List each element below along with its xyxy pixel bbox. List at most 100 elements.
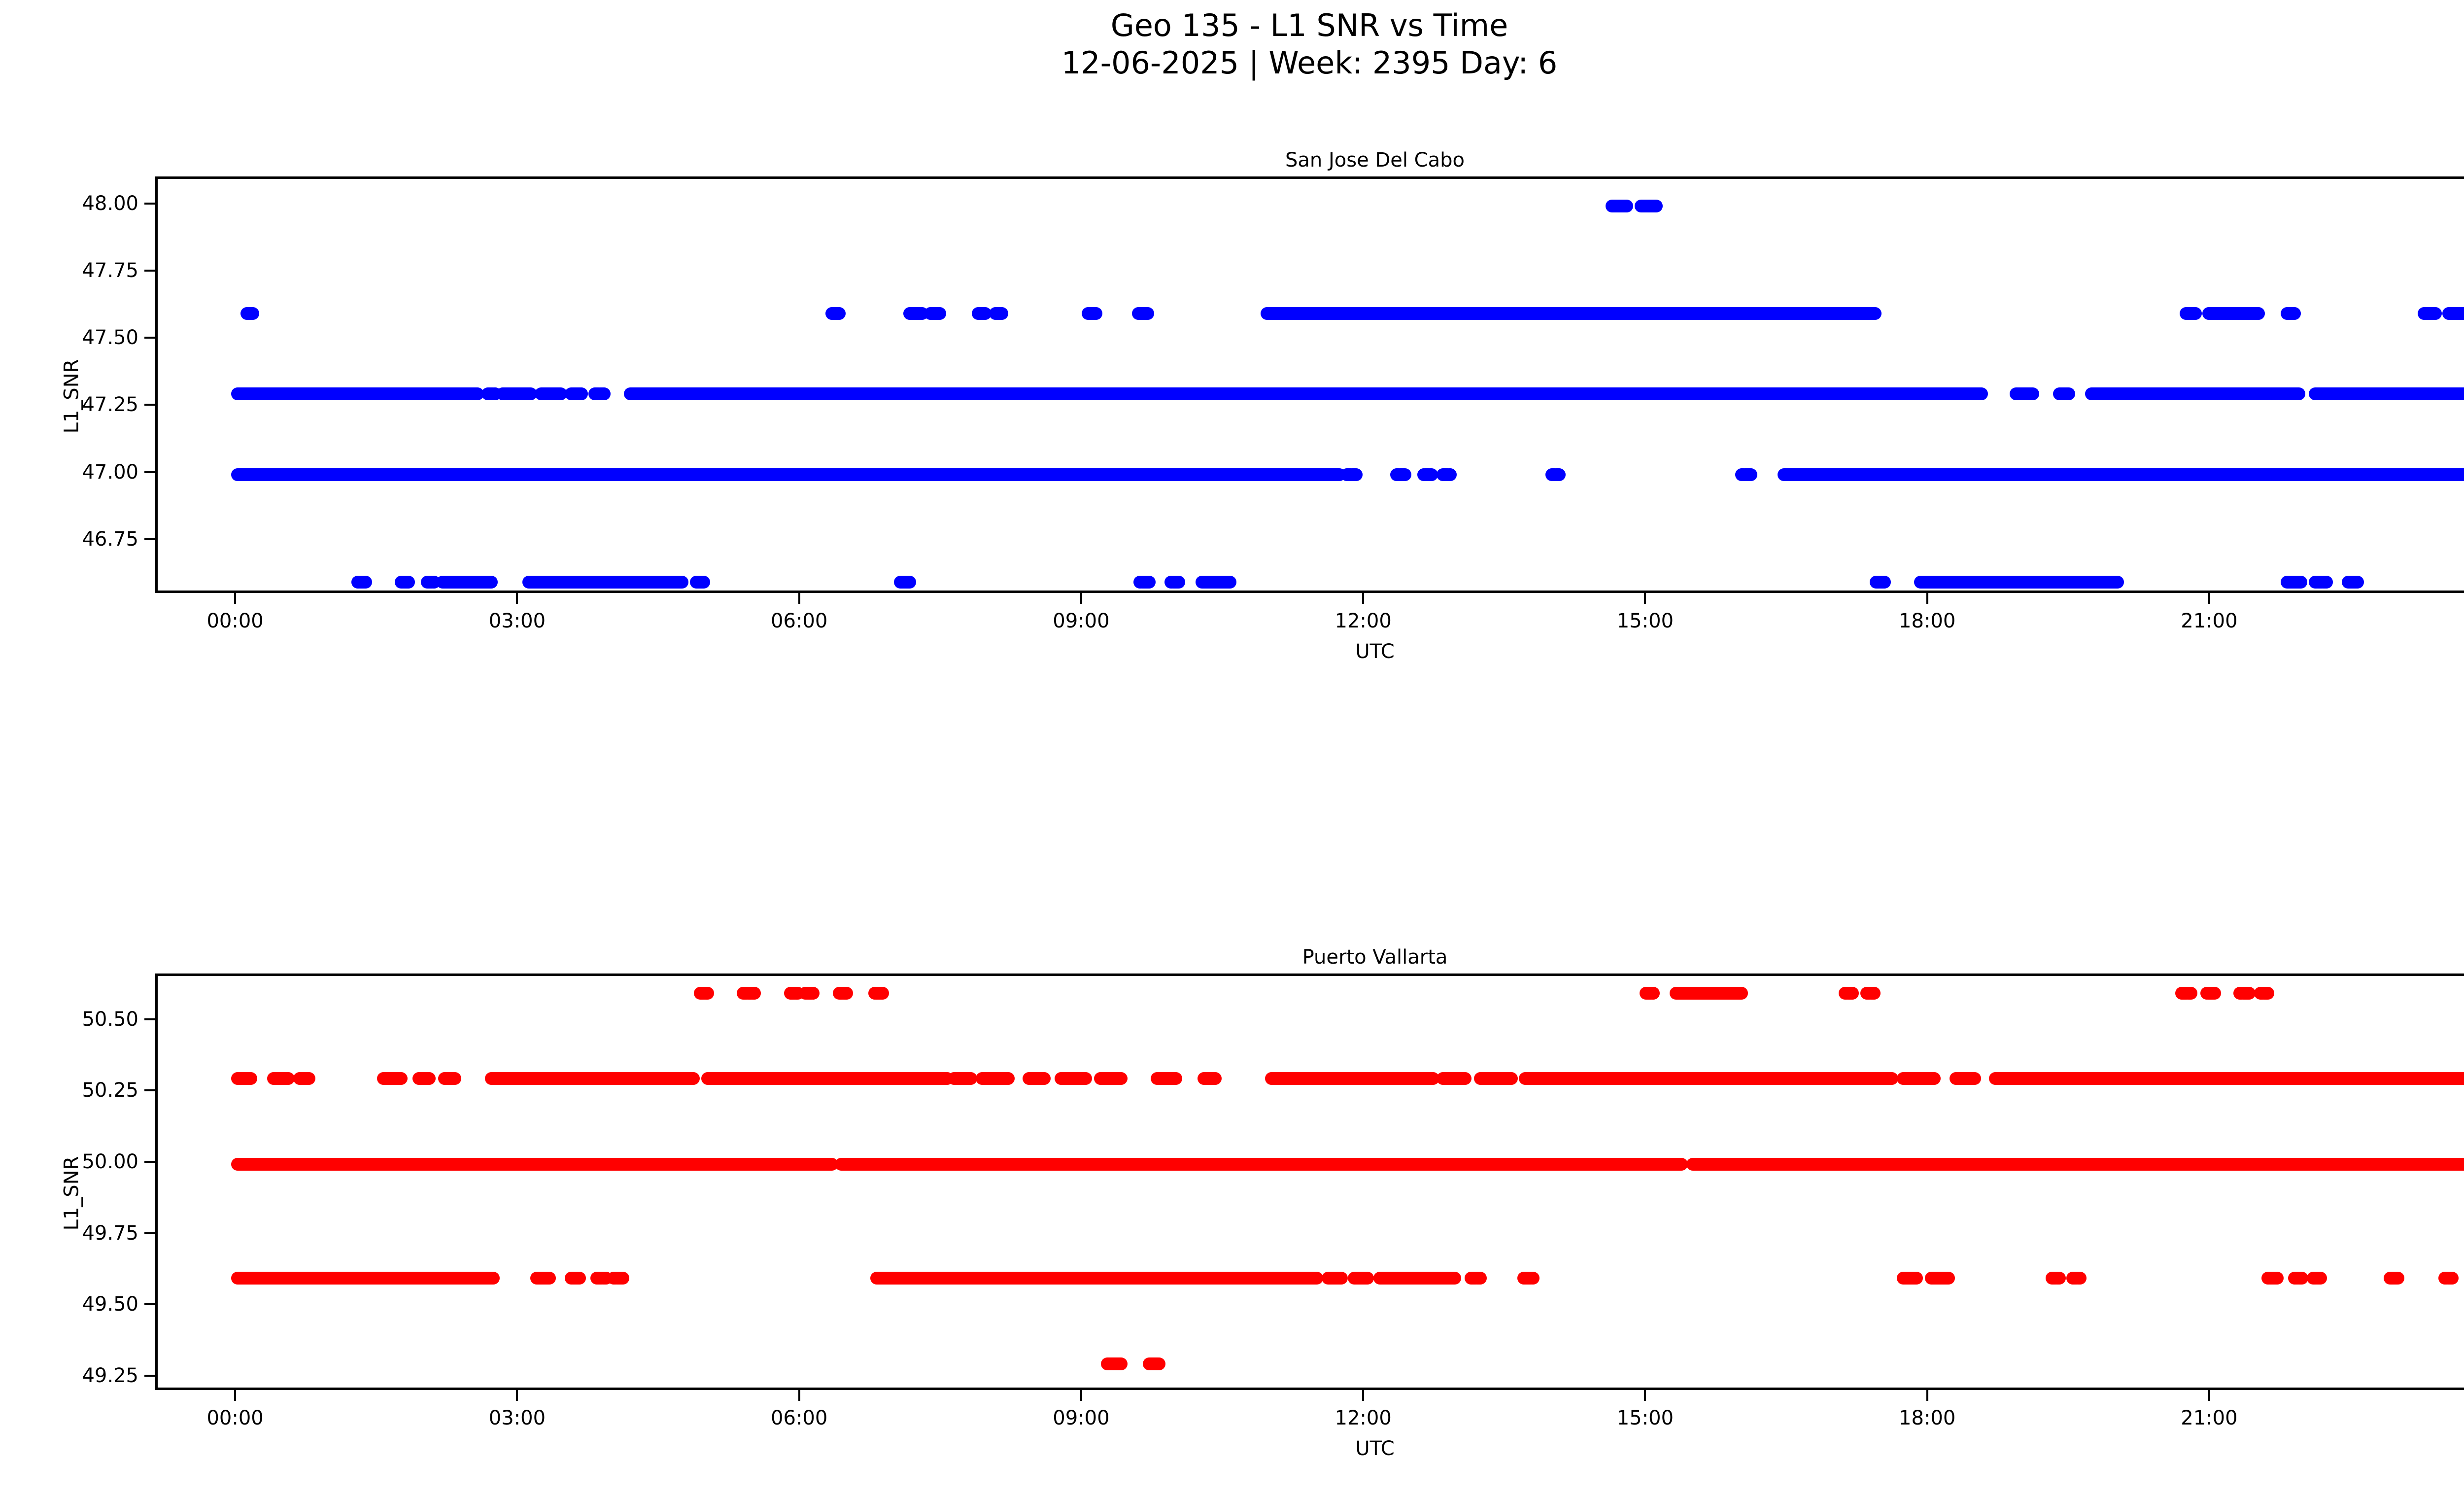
data-point [2208,986,2221,1000]
data-point [1443,468,1457,481]
data-point [2351,575,2364,589]
subplot-0-x-tick [1926,593,1928,604]
data-point-run [231,468,1346,481]
subplot-0-x-tick-label: 03:00 [488,610,546,632]
data-point [402,575,415,589]
subplot-1-y-tick [144,1089,155,1092]
subplot-1-x-tick-label: 00:00 [206,1407,264,1429]
data-point-run [231,387,484,401]
data-point-run [1897,1272,1923,1285]
data-point [1553,468,1566,481]
data-point [1208,1072,1222,1085]
subplot-0-x-tick-label: 15:00 [1616,610,1674,632]
suptitle-line-2: 12-06-2025 | Week: 2395 Day: 6 [1061,44,1558,81]
subplot-1-xlabel: UTC [1355,1437,1395,1460]
data-point-run [231,1157,838,1171]
subplot-0-y-tick [144,337,155,339]
data-point [876,986,889,1000]
subplot-0-y-tick-label: 47.00 [82,460,138,484]
subplot-0-xlabel: UTC [1355,640,1395,663]
data-point-run [1150,1072,1182,1085]
subplot-1-y-tick [144,1375,155,1377]
subplot-1-x-tick [798,1390,800,1401]
subplot-1-x-tick [1362,1390,1365,1401]
subplot-1-frame [155,973,2464,1390]
data-point-run [1473,1072,1518,1085]
subplot-0-x-tick [1080,593,1082,604]
data-point-run [1925,1272,1955,1285]
subplot-0-frame [155,176,2464,593]
subplot-1-y-tick [144,1160,155,1163]
data-point [1350,468,1363,481]
subplot-0-y-tick-label: 47.75 [82,259,138,282]
data-point-run [1605,199,1634,212]
data-point [701,986,714,1000]
data-point-run [1778,468,2464,481]
data-point-run [1100,1357,1128,1371]
subplot-1-x-tick-label: 21:00 [2181,1407,2238,1429]
subplot-0-y-tick [144,202,155,205]
data-point-run [1950,1072,1982,1085]
subplot-1-x-tick-label: 09:00 [1053,1407,1110,1429]
subplot-san-jose-del-cabo: San Jose Del Cabo L1_SNR 48.00 47.75 47.50… [60,149,2464,663]
data-point-run [1023,1072,1051,1085]
subplot-1-y-tick [144,1303,155,1306]
data-point [616,1272,630,1285]
data-point-run [267,1072,295,1085]
data-point [2073,1272,2087,1285]
data-point [1152,1357,1165,1371]
subplot-1-x-tick-label: 03:00 [488,1407,546,1429]
data-point-run [496,387,538,401]
data-point-run [231,1072,257,1085]
data-point [2314,1272,2327,1285]
data-point-run [1055,1072,1092,1085]
subplot-0-x-tick [798,593,800,604]
data-point [933,307,947,320]
subplot-1-x-tick-label: 00:00 [2463,1407,2464,1429]
data-point [1846,986,1859,1000]
data-point-run [1519,1072,1899,1085]
data-point-run [2010,387,2040,401]
data-point [2189,307,2202,320]
data-point [2261,986,2275,1000]
data-point-run [2085,387,2306,401]
data-point [1878,575,1891,589]
data-point [1143,575,1156,589]
data-point-run [1373,1272,1462,1285]
data-point [806,986,820,1000]
data-point [246,307,259,320]
data-point [448,1072,461,1085]
subplot-1-title: Puerto Vallarta [1302,946,1448,969]
subplot-0-x-tick-label: 00:00 [206,610,264,632]
data-point [995,307,1008,320]
data-point [1745,468,1758,481]
data-point-run [2308,387,2464,401]
subplot-1-data-points [158,976,2464,1388]
data-point [1473,1272,1487,1285]
suptitle-line-1: Geo 135 - L1 SNR vs Time [1110,7,1508,43]
subplot-0-y-tick-label: 46.75 [82,527,138,551]
data-point [2295,1272,2309,1285]
subplot-0-x-tick-label: 09:00 [1053,610,1110,632]
data-point-run [870,1272,1323,1285]
data-point-run [1321,1272,1348,1285]
subplot-1-x-tick [234,1390,237,1401]
data-point-run [624,387,1988,401]
data-point [748,986,761,1000]
data-point [1425,468,1438,481]
data-point-run [522,575,689,589]
data-point-run [1669,986,1748,1000]
subplot-1-y-tick-label: 50.50 [82,1008,138,1031]
data-point [359,575,372,589]
data-point [840,986,854,1000]
data-point-run [1635,199,1663,212]
subplot-1-y-tick-label: 50.00 [82,1150,138,1173]
data-point [2062,387,2075,401]
subplot-0-x-tick-label: 06:00 [771,610,828,632]
data-point [303,1072,316,1085]
subplot-1-x-tick-label: 12:00 [1335,1407,1392,1429]
subplot-puerto-vallarta: Puerto Vallarta L1_SNR 50.50 50.25 50.00 49… [60,946,2464,1460]
subplot-0-y-tick-label: 47.50 [82,326,138,349]
subplot-0-y-tick [144,404,155,406]
data-point [903,575,916,589]
